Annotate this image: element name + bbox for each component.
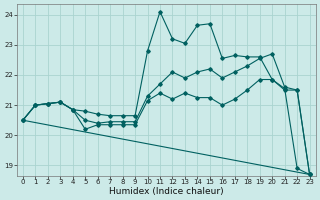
X-axis label: Humidex (Indice chaleur): Humidex (Indice chaleur) [109,187,224,196]
